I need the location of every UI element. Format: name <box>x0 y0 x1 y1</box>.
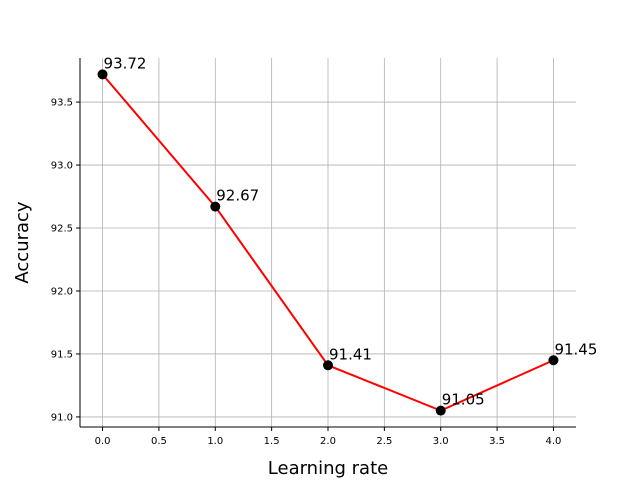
y-axis-ticks: 91.0 91.5 92.0 92.5 93.0 93.5 <box>51 98 80 423</box>
x-axis-label: Learning rate <box>268 458 388 479</box>
x-tick-label: 0.0 <box>95 436 111 447</box>
data-label: 92.67 <box>216 187 259 205</box>
x-tick-label: 1.5 <box>264 436 280 447</box>
data-point <box>435 405 446 416</box>
data-point <box>210 201 221 212</box>
y-tick-label: 93.5 <box>51 98 73 109</box>
x-tick-label: 2.0 <box>320 436 336 447</box>
x-tick-label: 4.0 <box>546 436 562 447</box>
data-point <box>97 69 108 80</box>
x-tick-label: 1.0 <box>207 436 223 447</box>
y-tick-label: 92.0 <box>51 286 73 297</box>
data-point <box>548 355 559 366</box>
data-label: 91.45 <box>554 340 597 358</box>
y-tick-label: 92.5 <box>51 224 73 235</box>
data-label: 93.72 <box>104 54 147 72</box>
x-tick-label: 2.5 <box>376 436 392 447</box>
data-labels: 93.72 92.67 91.41 91.05 91.45 <box>104 54 598 408</box>
x-tick-label: 3.0 <box>433 436 449 447</box>
data-point <box>323 360 333 371</box>
grid <box>80 58 576 427</box>
x-tick-label: 0.5 <box>151 436 167 447</box>
x-tick-label: 3.5 <box>489 436 505 447</box>
x-axis-ticks: 0.0 0.5 1.0 1.5 2.0 2.5 3.0 3.5 4.0 <box>95 427 562 447</box>
y-tick-label: 91.5 <box>51 349 73 360</box>
y-axis-label: Accuracy <box>12 201 33 284</box>
data-label: 91.41 <box>329 345 372 363</box>
y-tick-label: 91.0 <box>51 412 73 423</box>
y-tick-label: 93.0 <box>51 161 73 172</box>
series <box>97 69 559 416</box>
data-label: 91.05 <box>442 391 485 409</box>
